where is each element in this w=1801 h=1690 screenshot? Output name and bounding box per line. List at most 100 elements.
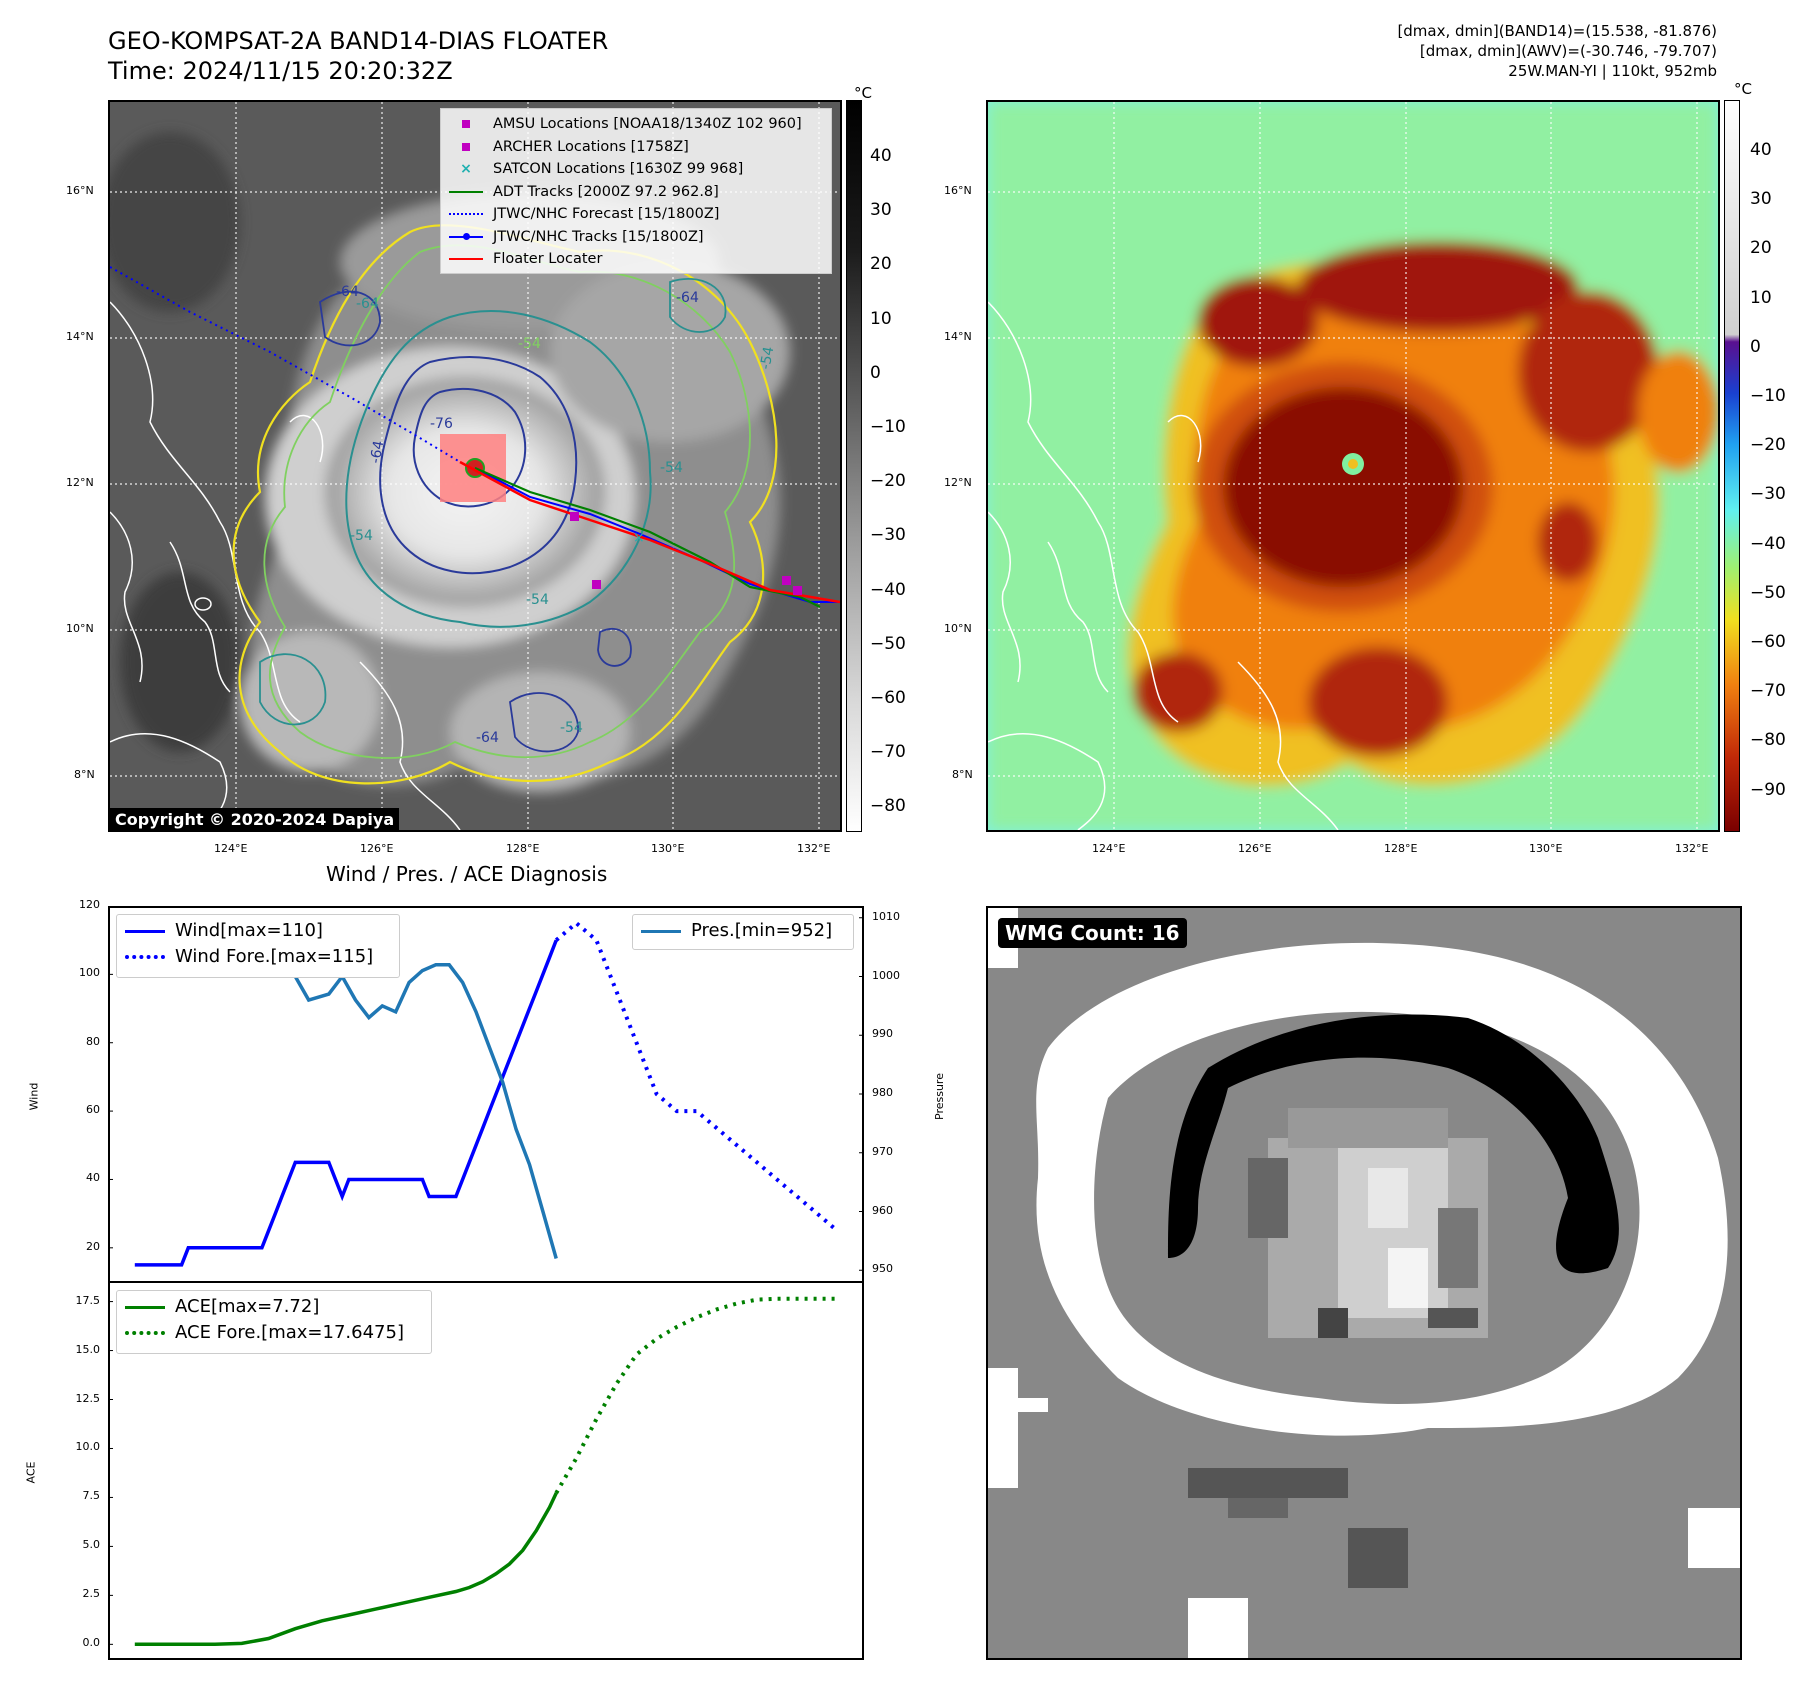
contour-label: -64 <box>356 296 379 312</box>
colorbar-tick: −50 <box>870 633 906 654</box>
axis-tick-label: 60 <box>86 1103 100 1117</box>
ace-fore-series-line <box>554 1296 838 1495</box>
contour-label: -64 <box>476 730 499 746</box>
legend-entry-wind: Wind[max=110] <box>125 918 391 944</box>
pressure-axis-label: Pressure <box>932 1073 946 1120</box>
colorbar-tick: −70 <box>1750 681 1786 702</box>
lon-tick: 130°E <box>1529 842 1563 855</box>
lat-tick: 16°N <box>66 184 94 197</box>
square-marker-icon <box>462 120 470 129</box>
colorbar-tick: 30 <box>1750 189 1772 210</box>
contour-label: -64 <box>676 290 699 306</box>
dotted-line-icon <box>449 213 483 216</box>
contour-label: -54 <box>526 592 549 608</box>
solid-line-icon <box>641 929 681 933</box>
ace-legend: ACE[max=7.72] ACE Fore.[max=17.6475] <box>116 1290 432 1354</box>
legend-entry-wind-fore: Wind Fore.[max=115] <box>125 944 391 970</box>
axis-tick-label: 970 <box>872 1144 893 1158</box>
colorbar-tick: 10 <box>1750 287 1772 308</box>
axis-tick-label: 40 <box>86 1171 100 1185</box>
lon-tick: 126°E <box>360 842 394 855</box>
copyright-label: Copyright © 2020-2024 Dapiya <box>110 808 400 831</box>
colorbar-tick: 40 <box>1750 140 1772 160</box>
axis-tick-label: 12.5 <box>75 1391 101 1405</box>
legend-label: JTWC/NHC Forecast [15/1800Z] <box>493 206 720 222</box>
axis-tick-label: 10.0 <box>75 1440 101 1454</box>
axis-tick-label: 960 <box>872 1203 893 1217</box>
axis-tick-label: 5.0 <box>82 1538 101 1552</box>
legend-entry-archer: ARCHER Locations [1758Z] <box>449 136 823 159</box>
axis-tick-label: 100 <box>79 966 100 980</box>
x-marker-icon: × <box>460 161 472 177</box>
legend-label: ARCHER Locations [1758Z] <box>493 138 689 155</box>
contour-label: -54 <box>350 528 373 544</box>
legend-entry-jtwc-tracks: JTWC/NHC Tracks [15/1800Z] <box>449 226 823 249</box>
colorbar-tick: 10 <box>870 308 892 329</box>
legend-entry-amsu: AMSU Locations [NOAA18/1340Z 102 960] <box>449 113 823 136</box>
axis-tick-label: 950 <box>872 1262 893 1276</box>
lat-tick: 10°N <box>66 622 94 635</box>
right-colorbar <box>1724 100 1740 832</box>
pressure-legend: Pres.[min=952] <box>632 914 854 950</box>
axis-tick-label: 990 <box>872 1027 893 1041</box>
colorbar-tick: 30 <box>870 200 892 221</box>
colorbar-tick: 0 <box>870 362 881 383</box>
dotted-line-icon <box>125 1331 165 1335</box>
left-colorbar-unit: °C <box>854 84 872 102</box>
wmg-panel <box>986 906 1742 1660</box>
legend-label: Wind Fore.[max=115] <box>175 946 374 967</box>
lat-tick: 14°N <box>66 330 94 343</box>
axis-tick-label: 980 <box>872 1086 893 1099</box>
colorbar-tick: −60 <box>870 688 906 708</box>
legend-label: Wind[max=110] <box>175 920 323 941</box>
axis-tick-label: 20 <box>86 1239 100 1253</box>
legend-label: ADT Tracks [2000Z 97.2 962.8] <box>493 183 719 200</box>
colorbar-tick: 40 <box>870 146 892 166</box>
lon-tick: 124°E <box>214 842 248 855</box>
wind-fore-series-line <box>554 920 839 1233</box>
svg-text:×: × <box>633 530 645 546</box>
line-marker-icon <box>449 258 483 261</box>
colorbar-tick: −40 <box>870 579 906 600</box>
left-map-legend: AMSU Locations [NOAA18/1340Z 102 960] AR… <box>440 108 832 274</box>
axis-tick-label: 15.0 <box>75 1342 101 1356</box>
colorbar-tick: −60 <box>1750 632 1786 652</box>
contour-label: -54 <box>660 460 683 476</box>
lon-tick: 130°E <box>651 842 685 855</box>
colorbar-tick: −90 <box>1750 779 1786 800</box>
wmg-svg <box>988 908 1740 1658</box>
contour-label: -54 <box>518 336 541 352</box>
colorbar-tick: 20 <box>1750 238 1772 259</box>
legend-label: Floater Locater <box>493 251 603 267</box>
square-marker-icon <box>462 142 470 151</box>
colorbar-tick: −80 <box>870 796 906 817</box>
axis-tick-label: 1000 <box>872 968 900 982</box>
contour-label: -64 <box>336 284 359 300</box>
axis-tick-label: 120 <box>79 898 100 911</box>
lon-tick: 128°E <box>1384 842 1418 855</box>
diagnosis-title: Wind / Pres. / ACE Diagnosis <box>326 862 608 886</box>
lon-tick: 132°E <box>797 842 831 855</box>
lon-tick: 126°E <box>1238 842 1272 855</box>
wind-series-line <box>134 939 558 1267</box>
colorbar-tick: −40 <box>1750 533 1786 554</box>
lat-tick: 12°N <box>66 476 94 489</box>
legend-entry-pressure: Pres.[min=952] <box>641 918 845 944</box>
colorbar-tick: −70 <box>870 742 906 763</box>
legend-entry-floater: Floater Locater <box>449 248 823 271</box>
colorbar-tick: −30 <box>1750 484 1786 505</box>
lat-tick: 16°N <box>944 184 972 197</box>
axis-tick-label: 7.5 <box>82 1489 101 1503</box>
diagnosis-svg <box>108 906 864 1647</box>
colorbar-tick: −80 <box>1750 730 1786 751</box>
legend-label: JTWC/NHC Tracks [15/1800Z] <box>493 228 704 245</box>
lon-tick: 132°E <box>1675 842 1709 855</box>
lat-tick: 12°N <box>944 476 972 489</box>
lat-tick: 10°N <box>944 622 972 635</box>
lat-tick: 8°N <box>74 768 95 781</box>
ace-series-line <box>134 1492 558 1647</box>
axis-tick-label: 2.5 <box>82 1587 101 1601</box>
axis-tick-label: 17.5 <box>75 1293 101 1307</box>
info-line-3: 25W.MAN-YI | 110kt, 952mb <box>1508 62 1717 80</box>
info-line-2: [dmax, dmin](AWV)=(-30.746, -79.707) <box>1419 42 1717 60</box>
